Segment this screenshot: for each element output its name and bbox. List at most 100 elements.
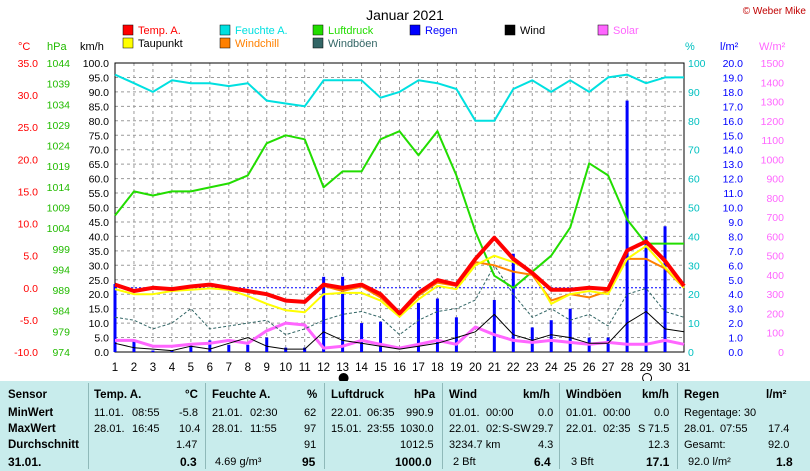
solar-tick-label: 600 — [766, 231, 784, 243]
divider — [677, 383, 678, 469]
temp-title: Temp. A. — [94, 389, 142, 401]
rain-tick-label: 3.0 — [728, 304, 743, 316]
rain-tick-label: 8.0 — [728, 231, 743, 243]
wind-bft: 2 Bft — [453, 456, 476, 468]
x-tick-label: 22 — [507, 362, 520, 374]
solar-tick-label: 900 — [766, 174, 784, 186]
solar-tick-label: 1500 — [761, 58, 785, 70]
gust-max-dir: S — [638, 423, 646, 435]
x-tick-label: 24 — [545, 362, 558, 374]
wind-min-date: 01.01. — [449, 407, 480, 419]
legend-label: Taupunkt — [138, 38, 183, 50]
rain-bar — [284, 347, 288, 352]
gust-max-date: 22.01. — [566, 423, 597, 435]
gust-max-val: 71.5 — [648, 423, 670, 435]
sensor-header: Sensor — [8, 389, 47, 401]
legend-swatch — [122, 24, 134, 36]
rain-bar — [322, 276, 326, 352]
series-lines — [114, 73, 686, 352]
legend-label: Solar — [613, 25, 639, 37]
legend-swatch — [312, 24, 324, 36]
rain-tick-label: 2.0 — [728, 318, 743, 330]
temp-tick-label: 10.0 — [18, 219, 39, 231]
rain-max-val: 17.4 — [768, 423, 790, 435]
rain-bar — [492, 299, 496, 352]
solar-tick-label: 1200 — [761, 116, 785, 128]
humidity-absolute: 4.69 g/m³ — [215, 456, 262, 468]
humidity-tick-label: 100 — [688, 58, 706, 70]
legend-label: Windchill — [235, 38, 279, 50]
rain-bar — [208, 340, 212, 352]
temp-tick-label: 25.0 — [18, 122, 39, 134]
copyright-text: © Weber Mike — [743, 6, 807, 17]
humidity-tick-label: 90 — [688, 87, 700, 99]
x-tick-label: 29 — [640, 362, 653, 374]
wind-title: Wind — [449, 389, 477, 401]
rain-tick-label: 19.0 — [723, 72, 744, 84]
humidity-title: Feuchte A. — [212, 389, 271, 401]
rain-bar — [265, 337, 269, 352]
pressure-min-val: 990.9 — [406, 407, 434, 419]
wind-tick-label: 5.0 — [94, 333, 109, 345]
series-luftdruck-line — [114, 130, 684, 289]
temp-max-time: 16:45 — [132, 423, 160, 435]
wind-tick-label: 0.0 — [94, 347, 109, 359]
divider — [559, 383, 560, 469]
rain-bar — [341, 276, 345, 352]
solar-tick-label: 200 — [766, 308, 784, 320]
rain-tick-label: 17.0 — [723, 101, 744, 113]
rain-current: 1.8 — [776, 455, 793, 469]
wind-axis-unit: km/h — [80, 41, 104, 53]
rain-bar — [227, 344, 231, 352]
wind-tick-label: 35.0 — [89, 246, 110, 258]
x-tick-label: 4 — [169, 362, 176, 374]
gust-avg: 12.3 — [648, 439, 670, 451]
x-tick-label: 5 — [188, 362, 194, 374]
rain-tick-label: 14.0 — [723, 145, 744, 157]
humidity-min-val: 62 — [304, 407, 317, 419]
humidity-tick-label: 60 — [688, 174, 700, 186]
new-moon-icon — [338, 373, 349, 381]
legend-label: Wind — [520, 25, 545, 37]
rain-bar — [454, 317, 458, 352]
solar-tick-label: 500 — [766, 251, 784, 263]
temp-min-val: -5.8 — [179, 407, 198, 419]
rain-bar — [625, 100, 629, 352]
wind-tick-label: 65.0 — [89, 159, 110, 171]
wind-min-val: 0.0 — [538, 407, 554, 419]
legend-label: Regen — [425, 25, 457, 37]
rain-bar — [170, 350, 174, 352]
humidity-max-date: 28.01. — [212, 423, 243, 435]
series-windb-en-line — [114, 264, 685, 336]
temp-max-val: 10.4 — [179, 423, 201, 435]
rain-last: 92.0 l/m² — [688, 456, 731, 468]
wind-current: 6.4 — [534, 455, 551, 469]
divider — [88, 383, 89, 469]
pressure-max-time: 23:55 — [367, 423, 395, 435]
pressure-tick-label: 1009 — [47, 203, 71, 215]
wind-tick-label: 100.0 — [83, 58, 109, 70]
sensor-date: 31.01. — [8, 455, 42, 469]
x-tick-label: 6 — [207, 362, 213, 374]
sensor-row-avg: Durchschnitt — [8, 439, 79, 451]
temp-tick-label: 20.0 — [18, 154, 39, 166]
solar-tick-label: 1000 — [761, 154, 785, 166]
rain-max-time: 07:55 — [720, 423, 748, 435]
solar-tick-label: 800 — [766, 193, 784, 205]
x-tick-label: 30 — [659, 362, 672, 374]
rain-bar — [151, 350, 155, 352]
legend-swatch — [504, 24, 516, 36]
rain-tick-label: 9.0 — [728, 217, 743, 229]
x-tick-label: 27 — [602, 362, 615, 374]
wind-tick-label: 20.0 — [89, 289, 110, 301]
gust-bft: 3 Bft — [571, 456, 594, 468]
wind-tick-label: 95.0 — [89, 72, 110, 84]
wind-max-val: 29.7 — [532, 423, 554, 435]
humidity-tick-label: 30 — [688, 260, 700, 272]
x-tick-label: 20 — [469, 362, 482, 374]
pressure-axis-unit: hPa — [47, 41, 67, 53]
x-tick-label: 28 — [621, 362, 634, 374]
series-wind-line — [114, 311, 685, 352]
rain-tick-label: 13.0 — [723, 159, 744, 171]
rain-axis-unit: l/m² — [720, 41, 739, 53]
